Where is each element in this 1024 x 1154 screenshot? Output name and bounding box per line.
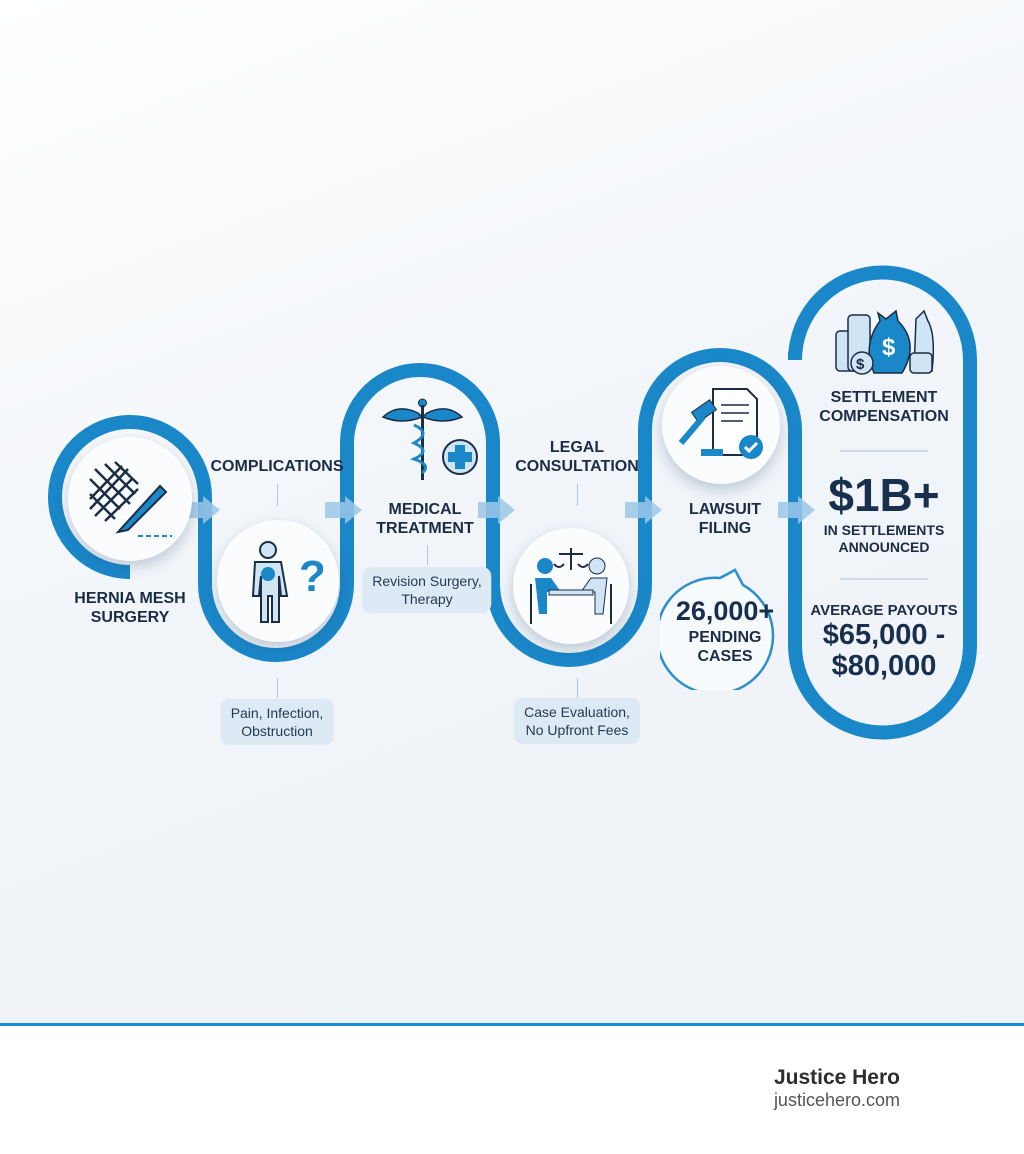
step-title: LAWSUIT FILING <box>689 501 761 537</box>
pending-cases-value: 26,000+ <box>675 596 775 626</box>
connector-line <box>577 484 578 506</box>
average-payouts-range: $65,000 - $80,000 <box>822 619 946 682</box>
svg-text:?: ? <box>299 552 323 601</box>
connector-line <box>277 678 278 698</box>
divider <box>840 578 928 580</box>
gavel-document-check-icon <box>662 366 780 484</box>
detail-pill: Pain, Infection, Obstruction <box>220 699 334 745</box>
connector-line <box>277 484 278 506</box>
brand-name: Justice Hero <box>773 1066 900 1089</box>
step-title: MEDICAL TREATMENT <box>376 501 474 537</box>
step-title: HERNIA MESH SURGERY <box>74 590 186 626</box>
footer: Justice Hero justicehero.com <box>0 1026 1024 1154</box>
arrow-icon <box>478 496 515 524</box>
average-payouts-label: AVERAGE PAYOUTS <box>810 602 958 619</box>
step-title: COMPLICATIONS <box>210 458 344 475</box>
arrow-icon <box>778 496 815 524</box>
pending-cases-label: PENDING CASES <box>688 629 762 665</box>
mesh-scalpel-icon <box>68 437 192 561</box>
divider <box>840 450 928 452</box>
speech-bubble-outline <box>660 568 775 690</box>
settlement-title: SETTLEMENT COMPENSATION <box>819 389 949 425</box>
svg-text:$: $ <box>856 356 865 373</box>
settlement-total: $1B+ <box>828 469 940 521</box>
arrow-icon <box>325 496 362 524</box>
flow-path <box>48 265 977 740</box>
brand-url: justicehero.com <box>773 1090 900 1110</box>
step-title: LEGAL CONSULTATION <box>515 439 639 475</box>
connector-line <box>577 678 578 698</box>
person-pain-question-icon: ? <box>217 520 339 642</box>
svg-text:$: $ <box>882 334 896 361</box>
footer-divider <box>0 1023 1024 1026</box>
caduceus-medical-cross-icon <box>381 398 478 480</box>
lawyer-client-scales-icon <box>513 528 629 644</box>
detail-pill: Case Evaluation, No Upfront Fees <box>514 698 640 744</box>
detail-pill: Revision Surgery, Therapy <box>362 567 492 613</box>
connector-line <box>427 545 428 565</box>
settlement-total-label: IN SETTLEMENTS ANNOUNCED <box>823 522 945 555</box>
arrow-icon <box>625 496 662 524</box>
money-bags-coins-icon: $ $ <box>835 309 934 375</box>
